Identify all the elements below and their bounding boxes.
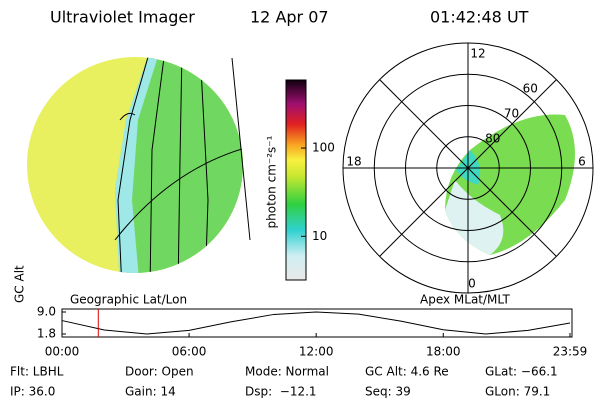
y-tick-label: 9.0 — [37, 305, 56, 319]
colorbar-tick-label: 100 — [312, 141, 335, 155]
x-tick-label: 12:00 — [299, 345, 334, 359]
colorbar — [285, 79, 307, 281]
footer-field: Gain: 14 — [125, 385, 176, 399]
colorbar-tick-label: 10 — [312, 229, 327, 243]
polar-spoke — [379, 79, 557, 257]
footer-field: Door: Open — [125, 365, 194, 379]
footer-field: Mode: Normal — [245, 365, 329, 379]
footer-field: GC Alt: 4.6 Re — [365, 365, 449, 379]
mlt-label: 18 — [346, 155, 361, 169]
ring-label: 80 — [485, 132, 500, 146]
date: 12 Apr 07 — [250, 8, 329, 27]
footer-field: GLat: −66.1 — [485, 365, 558, 379]
x-tick-label: 00:00 — [45, 345, 80, 359]
footer-field: IP: 36.0 — [10, 385, 55, 399]
footer-field: Dsp: −12.1 — [245, 385, 317, 399]
plot-frame — [61, 308, 573, 338]
ring-label: 60 — [523, 82, 538, 96]
footer-field: Seq: 39 — [365, 385, 411, 399]
header: Ultraviolet Imager 12 Apr 07 01:42:48 UT — [50, 8, 529, 27]
caption: Geographic Lat/Lon — [70, 293, 187, 307]
mlt-label: 12 — [470, 47, 485, 61]
colorbar-label: photon cm⁻²s⁻¹ — [265, 135, 279, 228]
mlt-label: 0 — [468, 277, 476, 291]
meridian — [231, 57, 251, 241]
mlt-label: 6 — [578, 155, 586, 169]
x-tick-label: 06:00 — [172, 345, 207, 359]
x-tick-label: 23:59 — [553, 345, 588, 359]
caption: Apex MLat/MLT — [420, 293, 510, 307]
altitude-line — [61, 311, 571, 335]
polar-image — [445, 114, 575, 255]
footer-field: GLon: 79.1 — [485, 385, 550, 399]
ring-label: 70 — [504, 107, 519, 121]
x-tick-label: 18:00 — [426, 345, 461, 359]
footer-field: Flt: LBHL — [10, 365, 64, 379]
title: Ultraviolet Imager — [50, 8, 195, 27]
y-label: GC Alt — [13, 265, 27, 303]
y-tick-label: 1.8 — [37, 327, 56, 341]
globe-image — [27, 57, 243, 273]
time: 01:42:48 UT — [430, 8, 529, 27]
